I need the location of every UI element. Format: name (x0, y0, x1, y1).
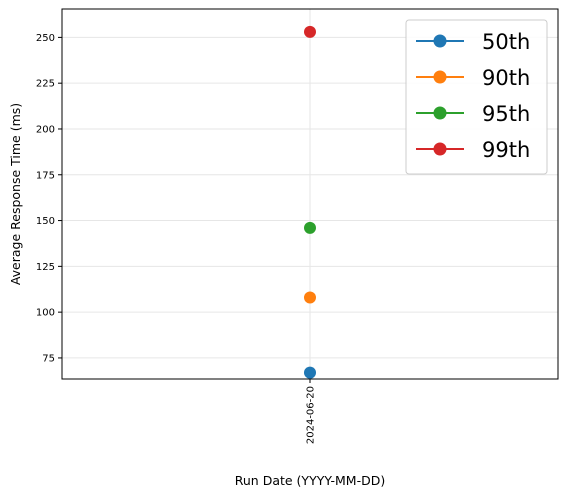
legend-marker-90th (433, 70, 447, 84)
y-tick-label: 125 (36, 262, 55, 273)
x-axis: 2024-06-20 (306, 379, 317, 444)
data-point-99th (304, 25, 316, 38)
x-axis-label: Run Date (YYYY-MM-DD) (235, 473, 385, 488)
legend-marker-99th (433, 142, 447, 156)
legend-label-95th: 95th (482, 102, 530, 126)
x-tick-label: 2024-06-20 (306, 386, 317, 444)
legend-label-50th: 50th (482, 30, 530, 54)
legend-box (405, 19, 548, 175)
data-points (304, 25, 316, 379)
y-axis-label: Average Response Time (ms) (8, 103, 23, 285)
y-tick-label: 250 (36, 33, 55, 44)
y-tick-label: 225 (36, 79, 55, 90)
y-tick-label: 75 (42, 353, 55, 364)
y-axis: 75 100 125 150 175 200 225 250 (36, 33, 62, 364)
legend-label-90th: 90th (482, 66, 530, 90)
grid-lines (62, 9, 558, 379)
data-point-95th (304, 221, 316, 234)
legend: 50th 90th 95th 99th (405, 19, 548, 175)
data-point-50th (304, 366, 316, 379)
y-tick-label: 150 (36, 216, 55, 227)
legend-marker-95th (433, 106, 447, 120)
legend-marker-50th (433, 34, 447, 48)
legend-label-99th: 99th (482, 138, 530, 162)
y-tick-label: 100 (36, 308, 55, 319)
y-tick-label: 175 (36, 170, 55, 181)
data-point-90th (304, 291, 316, 304)
y-tick-label: 200 (36, 124, 55, 135)
